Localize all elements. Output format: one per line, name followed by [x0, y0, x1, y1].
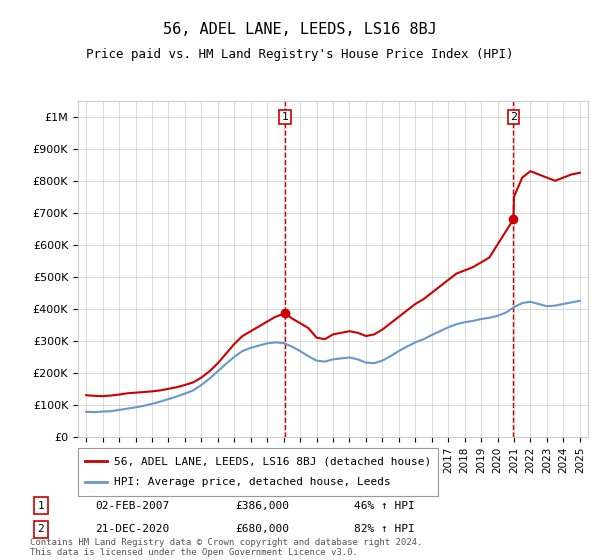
FancyBboxPatch shape	[78, 448, 438, 496]
Text: HPI: Average price, detached house, Leeds: HPI: Average price, detached house, Leed…	[114, 477, 391, 487]
Text: £386,000: £386,000	[235, 501, 289, 511]
Text: 02-FEB-2007: 02-FEB-2007	[95, 501, 169, 511]
Text: 82% ↑ HPI: 82% ↑ HPI	[354, 524, 415, 534]
Text: Contains HM Land Registry data © Crown copyright and database right 2024.
This d: Contains HM Land Registry data © Crown c…	[30, 538, 422, 557]
Text: £680,000: £680,000	[235, 524, 289, 534]
Text: 56, ADEL LANE, LEEDS, LS16 8BJ (detached house): 56, ADEL LANE, LEEDS, LS16 8BJ (detached…	[114, 456, 431, 466]
Text: 2: 2	[510, 112, 517, 122]
Text: 1: 1	[37, 501, 44, 511]
Text: 1: 1	[281, 112, 289, 122]
Text: 21-DEC-2020: 21-DEC-2020	[95, 524, 169, 534]
Text: 2: 2	[37, 524, 44, 534]
Text: 46% ↑ HPI: 46% ↑ HPI	[354, 501, 415, 511]
Text: 56, ADEL LANE, LEEDS, LS16 8BJ: 56, ADEL LANE, LEEDS, LS16 8BJ	[163, 22, 437, 38]
Text: Price paid vs. HM Land Registry's House Price Index (HPI): Price paid vs. HM Land Registry's House …	[86, 48, 514, 60]
